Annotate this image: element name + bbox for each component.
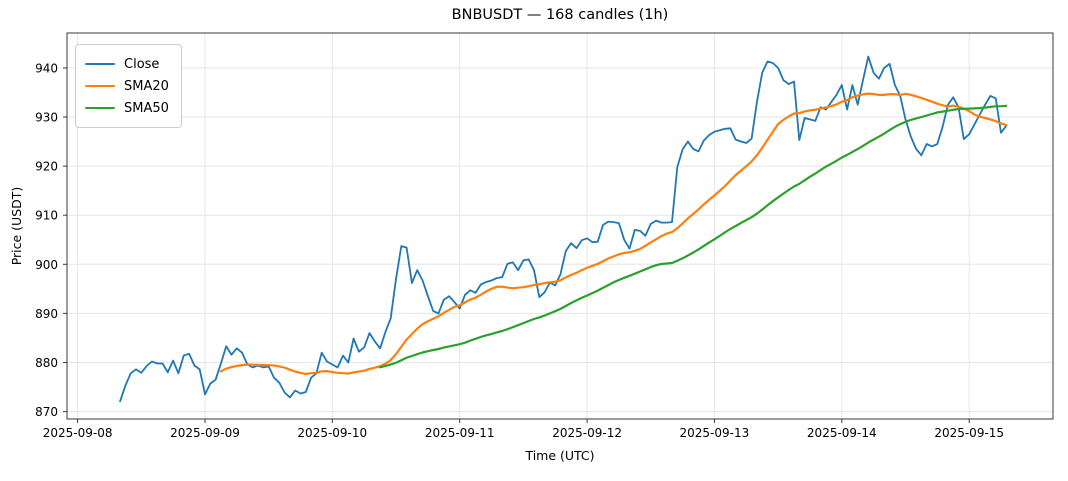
x-axis-label: Time (UTC) bbox=[525, 448, 595, 463]
x-tick-label: 2025-09-10 bbox=[297, 426, 367, 440]
series-line-sma20 bbox=[219, 92, 1008, 376]
y-tick-label: 880 bbox=[35, 356, 58, 370]
x-tick-label: 2025-09-09 bbox=[170, 426, 240, 440]
x-tick-label: 2025-09-11 bbox=[425, 426, 495, 440]
y-tick-label: 940 bbox=[35, 61, 58, 75]
legend-label-sma50: SMA50 bbox=[124, 100, 169, 116]
legend-label-sma20: SMA20 bbox=[124, 78, 169, 94]
legend-line-sample-close bbox=[85, 62, 115, 66]
x-tick-label: 2025-09-14 bbox=[807, 426, 877, 440]
series-line-sma50 bbox=[379, 104, 1008, 369]
legend-item-close: Close bbox=[85, 53, 169, 75]
y-tick-label: 900 bbox=[35, 258, 58, 272]
x-tick-label: 2025-09-13 bbox=[680, 426, 750, 440]
y-axis-label: Price (USDT) bbox=[9, 186, 24, 266]
y-tick-label: 870 bbox=[35, 405, 58, 419]
legend-item-sma50: SMA50 bbox=[85, 97, 169, 119]
chart-title: BNBUSDT — 168 candles (1h) bbox=[451, 7, 669, 23]
legend: Close SMA20 SMA50 bbox=[75, 44, 182, 128]
y-tick-label: 910 bbox=[35, 209, 58, 223]
y-tick-label: 930 bbox=[35, 111, 58, 125]
series-line-close bbox=[119, 55, 1008, 403]
legend-line-sample-sma20 bbox=[85, 84, 115, 88]
y-tick-label: 920 bbox=[35, 160, 58, 174]
x-tick-label: 2025-09-08 bbox=[43, 426, 113, 440]
y-tick-label: 890 bbox=[35, 307, 58, 321]
x-tick-label: 2025-09-12 bbox=[552, 426, 622, 440]
plot-border bbox=[66, 32, 1054, 420]
legend-line-sample-sma50 bbox=[85, 106, 115, 110]
legend-label-close: Close bbox=[124, 56, 160, 72]
legend-item-sma20: SMA20 bbox=[85, 75, 169, 97]
x-tick-label: 2025-09-15 bbox=[934, 426, 1004, 440]
